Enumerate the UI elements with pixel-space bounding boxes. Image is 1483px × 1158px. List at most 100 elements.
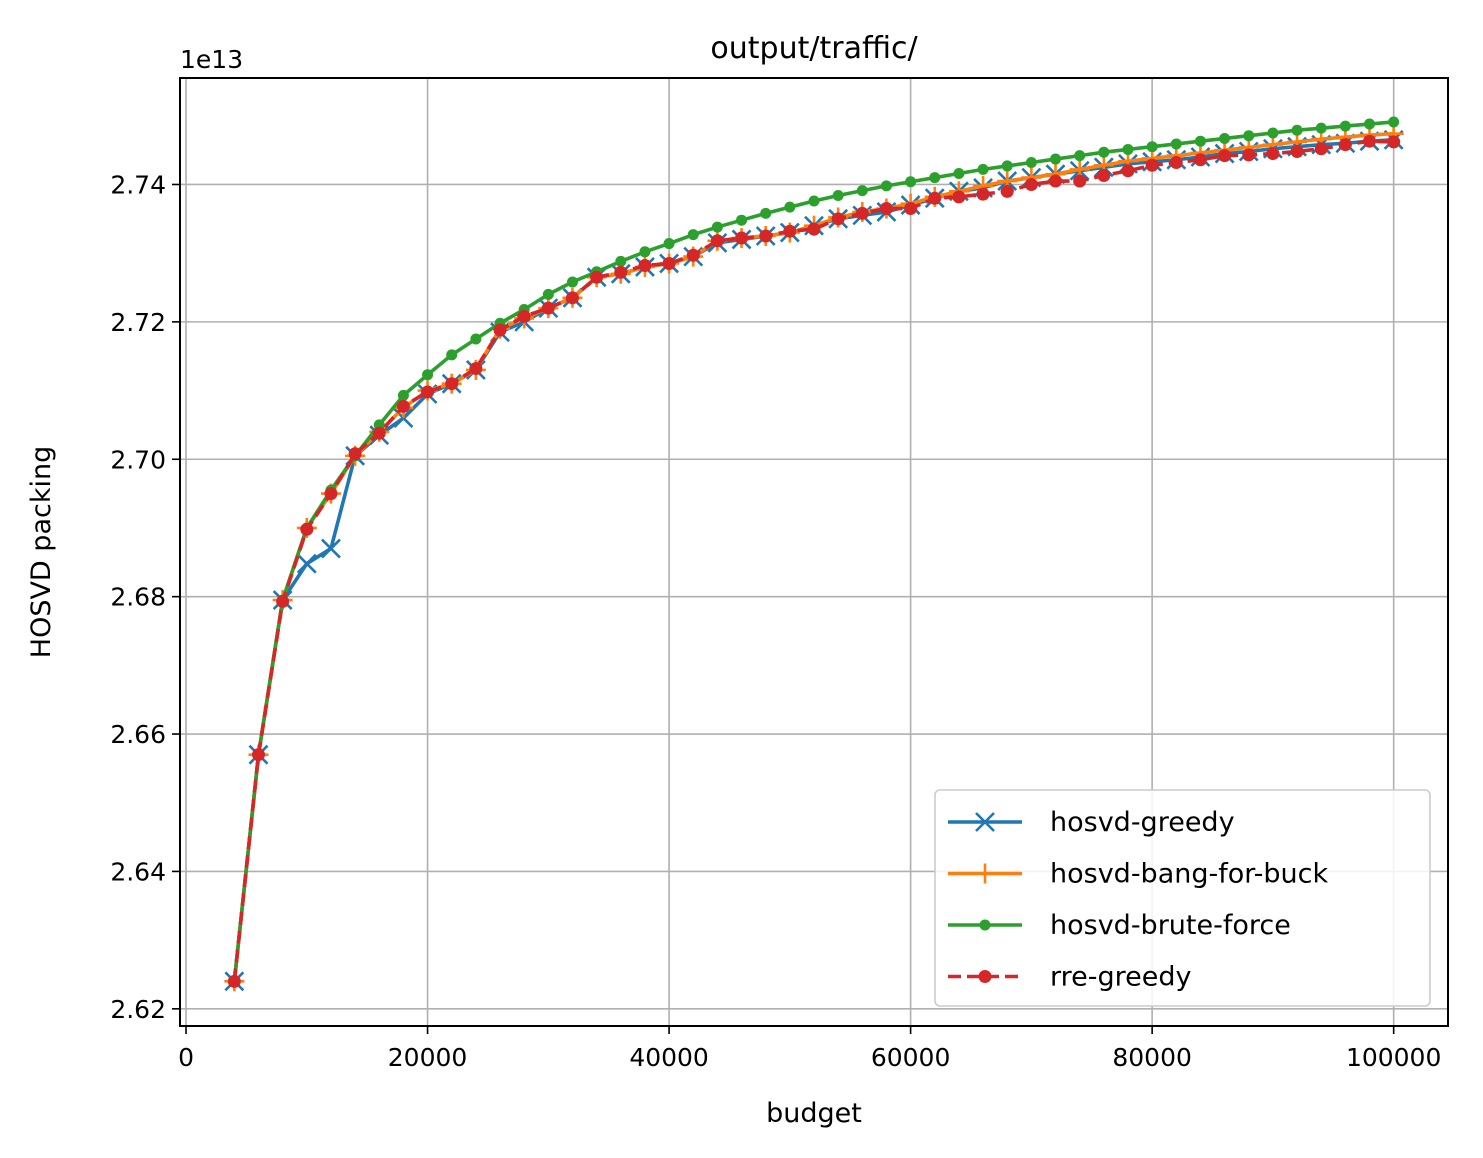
data-point (639, 246, 651, 258)
data-point (422, 369, 434, 381)
x-tick-label: 40000 (629, 1043, 709, 1072)
series-layer (224, 116, 1404, 992)
legend-items: hosvd-greedy hosvd-bang-for-buck hosvd-bru… (948, 807, 1328, 993)
x-axis-label: budget (766, 1098, 862, 1129)
data-point (1098, 146, 1110, 158)
y-tick-label: 2.72 (110, 308, 166, 337)
data-point (952, 190, 966, 204)
data-point (1146, 141, 1158, 153)
data-point (1049, 174, 1063, 188)
data-point (1000, 184, 1014, 198)
data-point (1315, 122, 1327, 134)
data-point (807, 222, 821, 236)
data-point (541, 301, 555, 315)
data-point (1339, 120, 1351, 132)
data-point (614, 265, 628, 279)
x-tick-label: 0 (178, 1043, 194, 1072)
legend-marker (975, 812, 995, 832)
data-point (590, 270, 604, 284)
legend-item: rre-greedy (948, 962, 1191, 993)
data-point (855, 206, 869, 220)
data-point (517, 309, 531, 323)
data-point (856, 185, 868, 197)
data-point (711, 221, 723, 233)
data-point (1097, 169, 1111, 183)
data-point (1193, 153, 1207, 167)
data-point (445, 377, 459, 391)
data-point (783, 224, 797, 238)
data-point (904, 202, 918, 216)
data-point (1145, 158, 1159, 172)
legend-label: hosvd-bang-for-buck (1050, 859, 1328, 890)
data-point (880, 180, 892, 192)
data-point (687, 229, 699, 241)
data-point (710, 234, 724, 248)
legend-item: hosvd-bang-for-buck (948, 859, 1328, 890)
data-point (1218, 149, 1232, 163)
y-tick-label: 2.62 (110, 995, 166, 1024)
data-point (879, 202, 893, 216)
data-point (1243, 130, 1255, 142)
legend-item: hosvd-brute-force (948, 910, 1291, 941)
data-point (251, 748, 265, 762)
data-point (735, 231, 749, 245)
data-point (348, 447, 362, 461)
y-tick-label: 2.66 (110, 720, 166, 749)
data-point (1267, 127, 1279, 139)
series-rre-greedy (227, 134, 1401, 988)
data-point (831, 212, 845, 226)
legend-box (934, 789, 1431, 1007)
data-point (227, 974, 241, 988)
data-point (1122, 143, 1134, 155)
data-point (1290, 145, 1304, 159)
grid (180, 78, 1448, 1026)
data-point (1169, 155, 1183, 169)
data-point (493, 323, 507, 337)
data-point (1219, 132, 1231, 144)
data-point (808, 195, 820, 207)
ticks: 0 20000 40000 60000 80000 100000 2.62 2.64 2.66 2… (110, 170, 1441, 1072)
data-point (324, 487, 338, 501)
x-tick-label: 60000 (871, 1043, 951, 1072)
data-point (397, 389, 409, 401)
data-point (565, 291, 579, 305)
data-point (1121, 164, 1135, 178)
data-point (1050, 153, 1062, 165)
data-point (276, 594, 290, 608)
y-offset-label: 1e13 (180, 45, 243, 74)
data-point (760, 207, 772, 219)
legend-item: hosvd-greedy (948, 807, 1235, 838)
x-tick-label: 20000 (388, 1043, 468, 1072)
data-point (1338, 138, 1352, 152)
data-point (1388, 116, 1400, 128)
legend-marker (975, 863, 995, 884)
data-point (1291, 124, 1303, 136)
y-tick-label: 2.70 (110, 445, 166, 474)
data-point (663, 238, 675, 250)
data-point (736, 214, 748, 226)
y-tick-label: 2.64 (110, 857, 166, 886)
y-tick-label: 2.74 (110, 170, 166, 199)
data-point (686, 248, 700, 262)
data-point (396, 399, 410, 413)
plot-frame (179, 77, 1449, 1027)
data-point (372, 426, 386, 440)
x-tick-label: 80000 (1112, 1043, 1192, 1072)
data-point (321, 538, 341, 559)
data-point (928, 191, 942, 205)
legend-label: hosvd-brute-force (1050, 910, 1291, 941)
data-point (759, 229, 773, 243)
data-point (1266, 147, 1280, 161)
y-tick-label: 2.68 (110, 583, 166, 612)
data-point (784, 201, 796, 213)
data-point (977, 163, 989, 175)
data-point (953, 167, 965, 179)
data-point (296, 553, 317, 574)
legend-marker (979, 919, 991, 931)
data-point (1314, 142, 1328, 156)
x-tick-label: 100000 (1346, 1043, 1441, 1072)
y-axis-label: HOSVD packing (26, 446, 57, 658)
legend-label: rre-greedy (1050, 962, 1191, 993)
data-point (976, 187, 990, 201)
